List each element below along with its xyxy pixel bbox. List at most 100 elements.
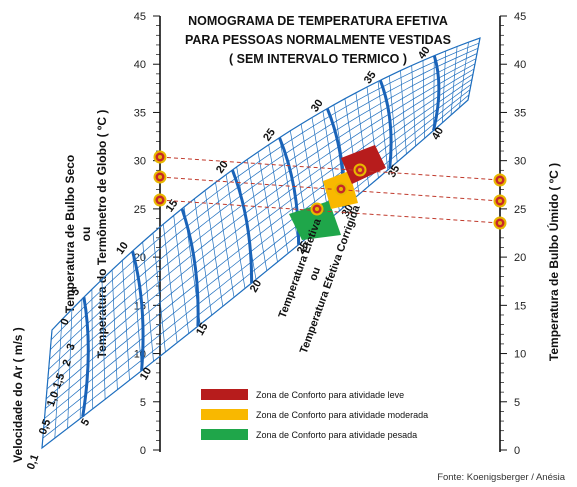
left-axis-label-line-2: ou bbox=[79, 227, 93, 242]
marker-dot-centre bbox=[158, 198, 162, 202]
mesh-line-across bbox=[441, 50, 447, 123]
effective-temp-lower-label: 35 bbox=[386, 163, 403, 180]
right-axis-tick-label: 15 bbox=[514, 300, 526, 312]
right-axis-tick-label: 30 bbox=[514, 156, 526, 168]
effective-temp-curve bbox=[432, 55, 441, 131]
left-axis-tick-label: 15 bbox=[134, 300, 146, 312]
mesh-line-across bbox=[268, 144, 289, 254]
right-axis-tick-label: 40 bbox=[514, 59, 526, 71]
effective-temp-upper-label: 30 bbox=[309, 97, 326, 114]
right-axis: 45 40 35 30 25 20 15 10 5 0 bbox=[499, 11, 526, 457]
effective-temp-lower-label: 15 bbox=[194, 321, 211, 338]
left-axis-tick-label: 0 bbox=[140, 445, 146, 457]
left-axis-tick-label: 45 bbox=[134, 11, 146, 23]
left-axis-label: Temperatura de Bulbo Seco ou Temperatura… bbox=[63, 110, 109, 359]
right-axis-label: Temperatura de Bulbo Úmido ( ºC ) bbox=[546, 163, 561, 361]
mesh-line-across bbox=[215, 182, 235, 298]
mesh-line-across bbox=[67, 309, 73, 429]
comfort-zone-heavy bbox=[289, 201, 341, 240]
effective-temp-lower-label: 30 bbox=[340, 202, 357, 219]
marker-dot-centre bbox=[498, 221, 502, 225]
mesh-line-across bbox=[377, 81, 389, 170]
effective-temp-lower-label: 10 bbox=[138, 366, 155, 383]
mesh-line-across bbox=[388, 75, 398, 162]
effective-temp-lower-label: 40 bbox=[430, 125, 447, 142]
legend-swatch-moderate bbox=[201, 409, 248, 420]
mesh-line-across bbox=[225, 174, 246, 289]
mesh-line-across bbox=[162, 224, 178, 343]
right-axis-tick-label: 25 bbox=[514, 204, 526, 216]
mesh-line-across bbox=[111, 269, 118, 390]
mesh-line-across bbox=[121, 260, 130, 381]
mesh-line-across bbox=[450, 46, 458, 116]
effective-temp-upper-label: 25 bbox=[261, 127, 278, 144]
marker-dot-centre bbox=[498, 199, 502, 203]
wind-speed-label: 0,1 bbox=[25, 453, 42, 471]
mesh-line-across bbox=[173, 215, 190, 334]
source-credit: Fonte: Koenigsberger / Anésia bbox=[437, 472, 566, 483]
right-axis-tick-label: 10 bbox=[514, 349, 526, 361]
title-line-2: PARA PESSOAS NORMALMENTE VESTIDAS bbox=[185, 33, 451, 47]
wind-axis-label: Velocidade do Ar ( m/s ) bbox=[11, 327, 25, 463]
legend: Zona de Conforto para atividade leve Zon… bbox=[201, 389, 428, 440]
left-axis-tick-label: 30 bbox=[134, 156, 146, 168]
right-axis-tick-label: 5 bbox=[514, 397, 520, 409]
marker-dot-centre bbox=[158, 155, 162, 159]
effective-temp-lower-label: 5 bbox=[79, 417, 92, 428]
left-axis-label-line-1: Temperatura de Bulbo Seco bbox=[63, 155, 77, 313]
mesh-line-along bbox=[46, 68, 475, 390]
wind-speed-label: 1,5 bbox=[51, 372, 68, 390]
mesh-line-across bbox=[91, 289, 94, 409]
mesh-line-across bbox=[459, 42, 469, 108]
left-axis-tick-label: 20 bbox=[134, 252, 146, 264]
marker-dot-centre bbox=[358, 168, 362, 172]
mesh-line-across bbox=[132, 251, 142, 371]
mesh-line-across bbox=[79, 299, 83, 419]
mesh-line-across bbox=[204, 190, 224, 307]
marker-dot-centre bbox=[339, 187, 343, 191]
mesh-line-across bbox=[246, 159, 268, 271]
effective-temp-upper-label: 10 bbox=[114, 240, 131, 257]
legend-swatch-light bbox=[201, 389, 248, 400]
markers bbox=[153, 150, 507, 230]
mesh-line-across bbox=[54, 319, 63, 439]
legend-label-heavy: Zona de Conforto para atividade pesada bbox=[256, 430, 417, 440]
mesh-outline bbox=[41, 37, 481, 450]
left-axis: 45 40 35 30 25 20 15 10 5 0 bbox=[134, 11, 161, 457]
mesh-line-along bbox=[48, 58, 477, 370]
mesh-line-across bbox=[433, 55, 435, 131]
effective-temp-curve bbox=[81, 296, 90, 417]
right-axis-tick-label: 45 bbox=[514, 11, 526, 23]
effective-temp-label-line-2: ou bbox=[307, 266, 323, 283]
effective-temp-upper-label: 20 bbox=[214, 159, 231, 176]
comfort-zone-light bbox=[341, 145, 386, 184]
legend-swatch-heavy bbox=[201, 429, 248, 440]
mesh-line-across bbox=[411, 65, 416, 147]
mesh-line-across bbox=[142, 241, 154, 362]
left-axis-label-line-3: Temperatura do Termômetro de Globo ( ºC … bbox=[95, 110, 109, 359]
wind-speed-label: 0 bbox=[58, 317, 71, 327]
effective-temp-curve bbox=[231, 169, 254, 284]
legend-label-light: Zona de Conforto para atividade leve bbox=[256, 390, 404, 400]
title-line-1: NOMOGRAMA DE TEMPERATURA EFETIVA bbox=[188, 14, 448, 28]
marker-dot-centre bbox=[158, 175, 162, 179]
marker-dot-centre bbox=[315, 207, 319, 211]
effective-temp-upper-label: 40 bbox=[416, 45, 433, 62]
effective-temp-upper-label: 35 bbox=[362, 69, 379, 86]
effective-temp-curve bbox=[180, 208, 200, 327]
left-axis-tick-label: 35 bbox=[134, 107, 146, 119]
mesh-line-across bbox=[194, 198, 212, 316]
effective-temp-curve bbox=[378, 79, 393, 169]
left-axis-tick-label: 5 bbox=[140, 397, 146, 409]
marker-dot-centre bbox=[498, 178, 502, 182]
left-axis-tick-label: 25 bbox=[134, 204, 146, 216]
effective-temp-curve bbox=[131, 250, 145, 371]
mesh-line-across bbox=[101, 279, 106, 400]
effective-temp-upper-label: 5 bbox=[69, 286, 82, 298]
legend-label-moderate: Zona de Conforto para atividade moderada bbox=[256, 410, 428, 420]
wind-speed-label: 3 bbox=[64, 342, 77, 352]
wind-speed-label: 0,5 bbox=[37, 418, 54, 436]
wind-speed-label: 1,0 bbox=[45, 390, 62, 408]
left-axis-tick-label: 40 bbox=[134, 59, 146, 71]
nomogram-grid: 5510101515202025253030353540400,10,51,01… bbox=[25, 37, 481, 471]
